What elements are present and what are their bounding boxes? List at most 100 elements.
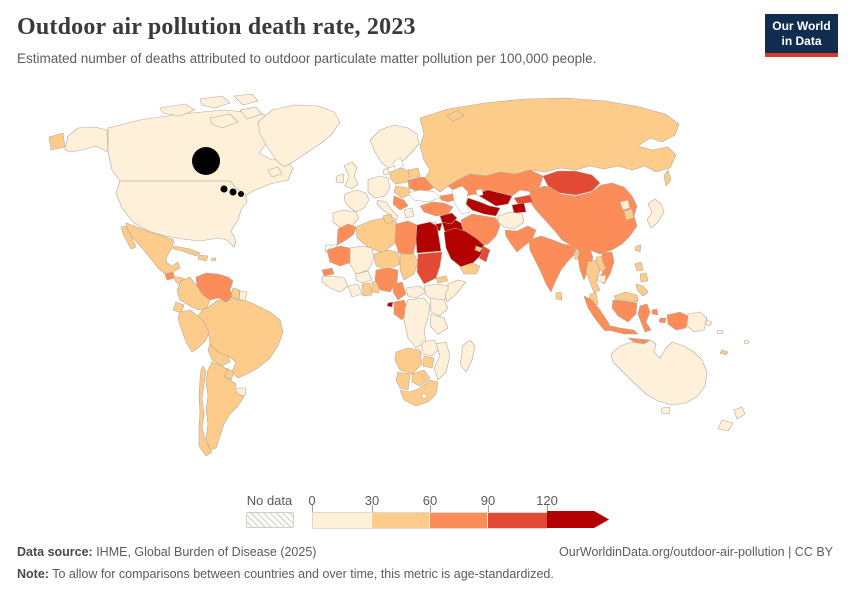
- country-papua-new-guinea[interactable]: [686, 311, 708, 333]
- country-pakistan[interactable]: [504, 225, 537, 253]
- country-pacific-island[interactable]: [716, 329, 724, 335]
- country-egypt[interactable]: [415, 221, 442, 254]
- country-italy[interactable]: [376, 199, 399, 221]
- country-central-african-republic[interactable]: [405, 285, 427, 299]
- country-uae-qatar[interactable]: [474, 245, 483, 253]
- country-tunisia[interactable]: [382, 213, 394, 225]
- country-new-caledonia[interactable]: [719, 349, 729, 356]
- country-india[interactable]: [528, 235, 578, 293]
- country-uganda-kenya[interactable]: [429, 297, 449, 317]
- country-cote-divoire[interactable]: [347, 283, 363, 298]
- country-philippines[interactable]: [635, 283, 649, 297]
- country-argentina[interactable]: [205, 361, 245, 451]
- country-philippines[interactable]: [639, 272, 649, 283]
- country-ghana[interactable]: [361, 282, 373, 297]
- country-eritrea[interactable]: [435, 275, 449, 284]
- country-japan[interactable]: [646, 198, 665, 229]
- country-new-zealand-north[interactable]: [733, 406, 746, 420]
- country-indonesia-kalimantan[interactable]: [611, 299, 638, 323]
- country-pacific-island[interactable]: [743, 339, 750, 345]
- country-dr-congo[interactable]: [403, 297, 431, 349]
- country-chad[interactable]: [399, 253, 419, 281]
- country-canada-newfoundland[interactable]: [267, 166, 283, 178]
- country-iberia[interactable]: [332, 209, 360, 229]
- country-mozambique[interactable]: [433, 341, 451, 381]
- country-burkina-faso[interactable]: [355, 270, 373, 284]
- country-sri-lanka[interactable]: [555, 291, 563, 301]
- country-myanmar[interactable]: [577, 247, 594, 281]
- country-cambodia[interactable]: [596, 274, 607, 284]
- country-libya[interactable]: [394, 220, 418, 256]
- country-madagascar[interactable]: [459, 339, 476, 373]
- country-botswana[interactable]: [411, 369, 431, 387]
- country-niger[interactable]: [373, 249, 401, 271]
- country-brazil[interactable]: [197, 297, 284, 379]
- country-south-africa[interactable]: [399, 379, 439, 407]
- country-peru[interactable]: [177, 309, 211, 353]
- owid-logo[interactable]: Our World in Data: [765, 14, 838, 57]
- country-denmark[interactable]: [382, 167, 390, 176]
- country-tajikistan[interactable]: [511, 202, 527, 214]
- country-yemen[interactable]: [459, 262, 481, 275]
- country-turkey[interactable]: [419, 201, 454, 217]
- country-guinea-region[interactable]: [321, 275, 349, 293]
- country-chile[interactable]: [198, 365, 213, 457]
- country-australia[interactable]: [610, 339, 708, 406]
- country-taiwan[interactable]: [634, 244, 642, 253]
- country-mexico[interactable]: [125, 222, 181, 275]
- country-australia-tasmania[interactable]: [660, 406, 671, 415]
- country-lesotho[interactable]: [420, 393, 428, 400]
- country-russia-sakhalin[interactable]: [663, 169, 672, 187]
- legend-bin-30-60[interactable]: [372, 513, 430, 528]
- country-north-korea[interactable]: [619, 199, 631, 211]
- country-indonesia-west-papua[interactable]: [666, 311, 689, 331]
- country-balkans[interactable]: [392, 195, 409, 211]
- country-canada-island[interactable]: [199, 95, 231, 109]
- country-uzbekistan[interactable]: [475, 189, 513, 207]
- country-turkmenistan[interactable]: [465, 197, 501, 217]
- country-indonesia-maluku[interactable]: [658, 317, 667, 324]
- country-united-states-alaska[interactable]: [64, 126, 109, 153]
- country-scandinavia[interactable]: [369, 124, 420, 169]
- country-syria[interactable]: [439, 212, 458, 225]
- country-hispaniola[interactable]: [197, 254, 209, 262]
- country-angola[interactable]: [394, 347, 423, 375]
- country-mali[interactable]: [349, 245, 375, 275]
- footer-canonical-link[interactable]: OurWorldinData.org/outdoor-air-pollution…: [559, 545, 833, 559]
- country-new-zealand-south[interactable]: [717, 419, 734, 432]
- country-greece[interactable]: [403, 207, 415, 219]
- country-russia[interactable]: [419, 97, 680, 193]
- country-indonesia-java[interactable]: [606, 324, 639, 335]
- country-romania-hungary[interactable]: [393, 185, 413, 199]
- country-papua-new-guinea-island[interactable]: [704, 319, 713, 327]
- country-canada-island[interactable]: [239, 106, 263, 120]
- legend-no-data-swatch[interactable]: [246, 512, 294, 528]
- country-oman[interactable]: [478, 245, 491, 263]
- country-mauritania[interactable]: [326, 245, 353, 267]
- country-central-europe[interactable]: [367, 175, 391, 199]
- country-philippines[interactable]: [634, 261, 644, 272]
- country-afghanistan[interactable]: [497, 211, 525, 230]
- country-belarus[interactable]: [407, 167, 421, 179]
- country-poland-baltics[interactable]: [389, 167, 411, 185]
- country-tanzania[interactable]: [429, 313, 449, 335]
- country-russia-chukotka[interactable]: [48, 132, 66, 151]
- country-puerto-rico[interactable]: [210, 257, 217, 262]
- country-cameroon[interactable]: [392, 281, 407, 301]
- country-zimbabwe[interactable]: [422, 355, 435, 369]
- country-bolivia[interactable]: [207, 343, 231, 367]
- country-russia-novaya-zemlya[interactable]: [446, 109, 465, 122]
- country-canada-island[interactable]: [209, 113, 239, 129]
- country-ireland[interactable]: [335, 173, 345, 184]
- country-senegal[interactable]: [321, 267, 335, 277]
- country-indonesia-sulawesi[interactable]: [637, 303, 652, 333]
- legend-bin-90-120[interactable]: [488, 513, 547, 528]
- country-france[interactable]: [343, 189, 370, 213]
- country-namibia[interactable]: [395, 371, 411, 391]
- country-canada-island[interactable]: [159, 103, 196, 117]
- country-canada-island[interactable]: [233, 93, 259, 106]
- country-south-korea[interactable]: [623, 208, 635, 221]
- country-equatorial-guinea[interactable]: [386, 301, 394, 308]
- country-greenland[interactable]: [257, 104, 341, 168]
- country-united-states[interactable]: [115, 180, 248, 248]
